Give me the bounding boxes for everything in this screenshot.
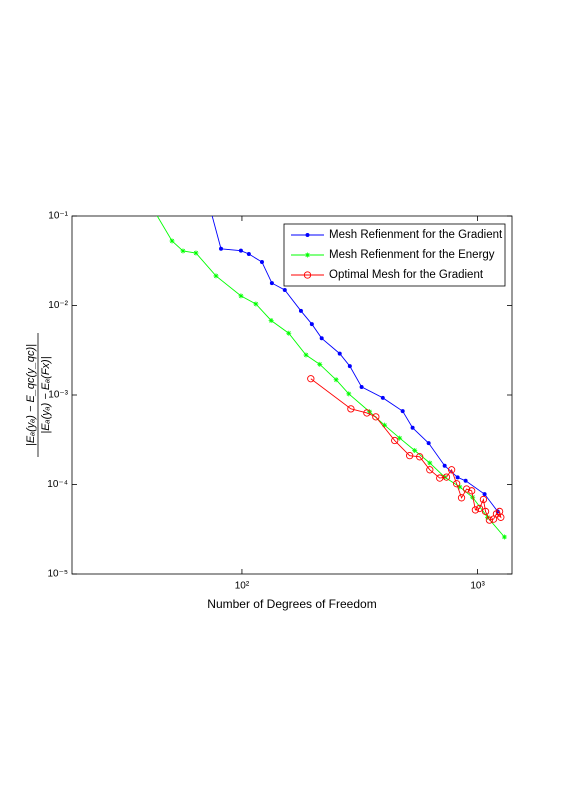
point xyxy=(259,260,264,265)
point xyxy=(347,405,355,413)
point xyxy=(485,516,494,524)
point xyxy=(309,322,314,327)
point xyxy=(382,422,388,428)
legend-box xyxy=(283,223,506,287)
point xyxy=(442,473,451,481)
y-tick-label: 10⁻⁴ xyxy=(47,479,68,490)
y-label-denominator: |Eₐ(yₐ) − Eₐ(Fx)| xyxy=(40,356,52,433)
series-line xyxy=(211,216,499,512)
point xyxy=(269,281,274,286)
point xyxy=(282,287,287,292)
legend: Mesh Refienment for the Gradient Mesh Ref… xyxy=(283,223,506,287)
point xyxy=(213,273,219,279)
y-label-numerator: |Eₐ(yₐ) − E_qc(y_qc)| xyxy=(25,344,37,446)
point xyxy=(347,364,352,369)
point xyxy=(397,435,403,441)
point xyxy=(303,352,309,358)
point xyxy=(372,413,380,421)
point xyxy=(457,484,463,490)
point xyxy=(452,480,461,488)
point xyxy=(246,252,251,257)
point xyxy=(193,250,199,256)
point xyxy=(169,238,175,244)
legend-marker xyxy=(305,252,310,258)
point xyxy=(238,293,244,299)
point xyxy=(462,485,471,493)
point xyxy=(219,246,224,251)
legend-label: Mesh Refienment for the Energy xyxy=(329,249,495,261)
point xyxy=(463,478,468,483)
point xyxy=(238,248,243,253)
point xyxy=(298,308,303,313)
point xyxy=(436,474,444,482)
point xyxy=(412,447,418,453)
point xyxy=(410,425,415,430)
legend-label: Mesh Refienment for the Gradient xyxy=(329,229,503,241)
plot-area xyxy=(143,189,507,540)
y-tick-label: 10⁻¹ xyxy=(48,211,68,222)
point xyxy=(481,507,490,516)
legend-marker xyxy=(303,271,312,279)
x-axis-label: Number of Degrees of Freedom xyxy=(207,597,376,611)
point xyxy=(427,460,433,466)
point xyxy=(426,441,431,446)
x-tick-label: 10² xyxy=(235,581,250,592)
point xyxy=(286,330,292,336)
point xyxy=(333,377,339,383)
point xyxy=(253,301,259,307)
point xyxy=(380,395,385,400)
y-tick-label: 10⁻³ xyxy=(48,390,68,401)
legend-marker xyxy=(305,233,310,237)
x-tick-label: 10³ xyxy=(470,581,485,592)
point xyxy=(482,492,487,497)
point xyxy=(180,248,186,254)
point xyxy=(501,534,507,540)
point xyxy=(317,361,323,367)
point xyxy=(400,409,405,414)
point xyxy=(426,466,434,474)
point xyxy=(442,463,447,468)
point xyxy=(268,317,274,323)
point xyxy=(479,495,488,504)
point xyxy=(307,375,315,383)
y-tick-label: 10⁻² xyxy=(48,300,68,311)
point xyxy=(359,384,364,389)
point xyxy=(495,507,504,516)
legend-label: Optimal Mesh for the Gradient xyxy=(329,269,484,281)
point xyxy=(455,475,460,480)
point xyxy=(363,409,371,417)
point xyxy=(337,351,342,356)
y-axis-label: |Eₐ(yₐ) − E_qc(y_qc)| |Eₐ(yₐ) − Eₐ(Fx)| xyxy=(25,333,52,457)
series-line xyxy=(156,216,505,538)
point xyxy=(471,506,480,514)
point xyxy=(143,193,148,198)
y-tick-label: 10⁻⁵ xyxy=(47,569,68,580)
point xyxy=(319,336,324,341)
point xyxy=(203,189,207,193)
point xyxy=(391,436,399,445)
point xyxy=(468,487,476,495)
point xyxy=(457,494,466,502)
point xyxy=(447,466,456,474)
point xyxy=(346,391,352,397)
point xyxy=(406,452,414,460)
point xyxy=(416,453,424,461)
point xyxy=(475,504,484,513)
